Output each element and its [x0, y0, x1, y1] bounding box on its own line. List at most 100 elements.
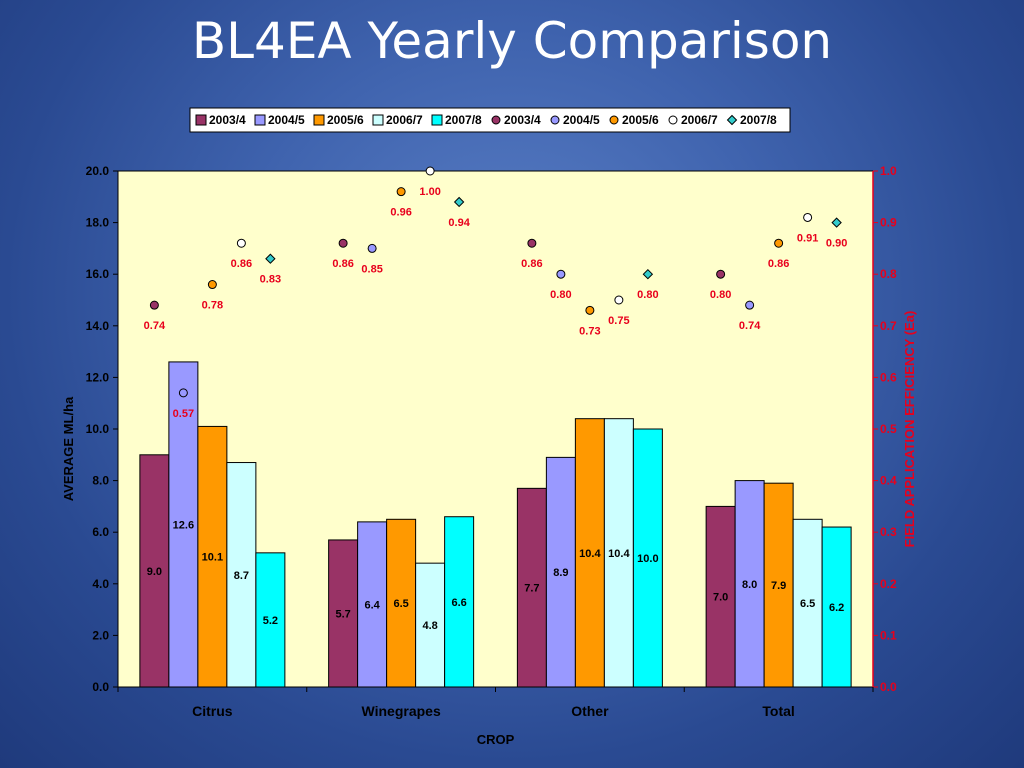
efficiency-value-label: 0.94 [448, 217, 470, 229]
efficiency-marker [614, 295, 624, 305]
bar [734, 480, 765, 688]
bar [226, 462, 257, 688]
x-axis-category-label: Citrus [192, 703, 233, 719]
legend-swatch [550, 115, 560, 125]
efficiency-value-label: 0.75 [608, 315, 629, 327]
efficiency-marker [207, 280, 217, 290]
y2-axis-tick-label: 0.4 [880, 474, 897, 488]
y-axis-tick-label: 18.0 [86, 216, 110, 230]
y-axis-tick-label: 16.0 [86, 267, 110, 281]
y-axis-title: AVERAGE ML/ha [61, 396, 76, 501]
y-axis-tick-label: 2.0 [92, 628, 109, 642]
legend-label: 2005/6 [327, 113, 364, 127]
bar [197, 425, 228, 688]
efficiency-value-label: 0.80 [710, 289, 731, 301]
efficiency-marker [527, 238, 537, 248]
y2-axis-tick-label: 0.5 [880, 422, 897, 436]
bar [386, 518, 417, 688]
bar [357, 521, 388, 688]
legend-label: 2003/4 [504, 113, 541, 127]
legend-swatch [313, 114, 325, 126]
legend-label: 2005/6 [622, 113, 659, 127]
efficiency-marker [745, 300, 755, 310]
y2-axis-tick-label: 0.3 [880, 525, 897, 539]
y-axis-tick-label: 14.0 [86, 319, 110, 333]
efficiency-value-label: 0.96 [390, 207, 411, 219]
slide-title: BL4EA Yearly Comparison [191, 12, 833, 70]
legend-label: 2006/7 [386, 113, 423, 127]
y2-axis-title: FIELD APPLICATION EFFICIENCY (Ea) [902, 311, 917, 548]
efficiency-marker [556, 269, 566, 279]
bar-value-label: 10.0 [637, 553, 658, 565]
bar-value-label: 8.7 [234, 570, 249, 582]
efficiency-value-label: 0.86 [231, 258, 252, 270]
y2-axis-tick-label: 0.9 [880, 216, 897, 230]
efficiency-marker [585, 305, 595, 315]
bar-value-label: 7.9 [771, 580, 786, 592]
y2-axis-tick-label: 0.0 [880, 680, 897, 694]
efficiency-value-label: 0.86 [768, 258, 789, 270]
efficiency-value-label: 0.85 [361, 263, 382, 275]
bar [415, 562, 446, 688]
y-axis-tick-label: 12.0 [86, 370, 110, 384]
legend-label: 2004/5 [268, 113, 305, 127]
y-axis-tick-label: 0.0 [92, 680, 109, 694]
legend-label: 2007/8 [445, 113, 482, 127]
legend-swatch [491, 115, 501, 125]
y-axis-tick-label: 20.0 [86, 164, 110, 178]
bar-value-label: 6.2 [829, 602, 844, 614]
bar-value-label: 6.5 [393, 598, 408, 610]
bar-value-label: 5.7 [335, 608, 350, 620]
bar [255, 552, 286, 688]
bar-value-label: 5.2 [263, 615, 278, 627]
legend-swatch [372, 114, 384, 126]
y2-axis-tick-label: 0.2 [880, 577, 897, 591]
bar [603, 418, 634, 688]
bar-value-label: 9.0 [147, 566, 162, 578]
y2-axis-tick-label: 0.6 [880, 370, 897, 384]
legend-label: 2003/4 [209, 113, 246, 127]
y2-axis-tick-label: 1.0 [880, 164, 897, 178]
legend-label: 2007/8 [740, 113, 777, 127]
efficiency-marker [803, 212, 813, 222]
bar-value-label: 8.0 [742, 579, 757, 591]
y-axis-tick-label: 4.0 [92, 577, 109, 591]
bar [763, 482, 794, 688]
bar-value-label: 10.4 [579, 548, 601, 560]
legend-swatch [254, 114, 266, 126]
legend [189, 107, 791, 133]
efficiency-marker [338, 238, 348, 248]
x-axis-category-label: Winegrapes [362, 703, 441, 719]
efficiency-marker [716, 269, 726, 279]
efficiency-marker [453, 196, 465, 208]
efficiency-marker [425, 166, 435, 176]
y-axis-tick-label: 8.0 [92, 474, 109, 488]
efficiency-marker [831, 217, 842, 228]
bar-value-label: 12.6 [173, 519, 194, 531]
legend-swatch [609, 115, 619, 125]
legend-swatch [431, 114, 443, 126]
legend-swatch [726, 114, 738, 126]
y2-axis-tick-label: 0.1 [880, 628, 897, 642]
efficiency-marker [236, 238, 246, 248]
legend-label: 2004/5 [563, 113, 600, 127]
x-axis-category-label: Total [762, 703, 794, 719]
efficiency-value-label: 0.73 [579, 325, 600, 337]
efficiency-value-label: 0.83 [260, 274, 281, 286]
bar-value-label: 6.5 [800, 598, 815, 610]
bar-value-label: 6.4 [364, 599, 380, 611]
bar [705, 505, 736, 688]
legend-swatch [668, 115, 678, 125]
efficiency-value-label: 0.90 [826, 238, 847, 250]
legend-label: 2006/7 [681, 113, 718, 127]
bar [444, 516, 475, 688]
bar-value-label: 4.8 [422, 620, 437, 632]
legend-swatch [195, 114, 207, 126]
bar-value-label: 7.0 [713, 592, 728, 604]
efficiency-value-label: 0.74 [144, 320, 166, 332]
bar [632, 428, 663, 688]
bar [821, 526, 852, 688]
efficiency-marker [774, 238, 784, 248]
